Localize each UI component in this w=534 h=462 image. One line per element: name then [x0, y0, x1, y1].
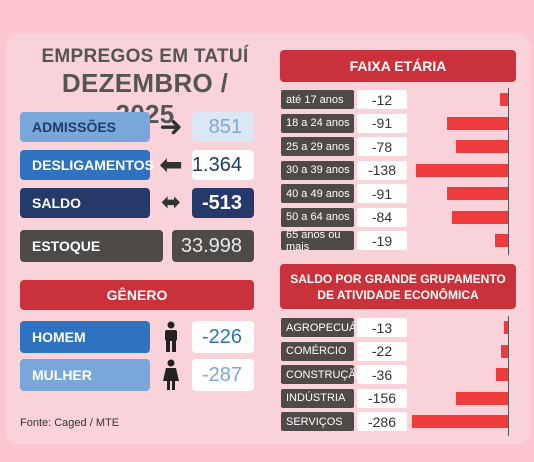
faixa-row-value: -91: [357, 113, 407, 133]
setor-row-bar: [503, 321, 508, 334]
setor-header-line1: SALDO POR GRANDE GRUPAMENTO: [290, 271, 506, 286]
faixa-row-bar: [447, 187, 508, 200]
faixa-row-value: -19: [357, 231, 407, 250]
mulher-value: -287: [192, 359, 254, 391]
faixa-row-bar: [456, 140, 508, 153]
source-note: Fonte: Caged / MTE: [20, 417, 120, 429]
faixa-row-bar: [495, 234, 508, 247]
desligamentos-label: DESLIGAMENTOS: [20, 150, 154, 180]
faixa-row-label: até 17 anos: [281, 90, 354, 109]
faixa-row-label: 40 a 49 anos: [281, 184, 354, 203]
setor-row-bar: [412, 415, 508, 428]
faixa-row-label: 50 a 64 anos: [281, 207, 354, 227]
setor-row-label: AGROPECUÁRIA: [281, 318, 375, 337]
homem-value: -226: [192, 321, 254, 353]
setor-header-line2: DE ATIVIDADE ECONÔMICA: [317, 287, 479, 302]
faixa-row-label: 65 anos ou mais: [281, 229, 354, 253]
page-period: DEZEMBRO / 2025: [61, 68, 229, 129]
homem-label: HOMEM: [20, 321, 150, 353]
setor-row-value: -36: [357, 365, 407, 384]
setor-row-value: -22: [357, 341, 407, 361]
arrow-right-icon: ➜: [159, 111, 183, 142]
arrow-left-icon: ⬅: [159, 149, 183, 180]
male-icon: [160, 321, 182, 353]
faixa-row-bar: [447, 116, 508, 130]
faixa-row-axis: [508, 88, 509, 255]
faixa-etaria-header: FAIXA ETÁRIA: [280, 50, 516, 82]
setor-row-label: CONSTRUÇÃO: [281, 365, 364, 384]
setor-row-value: -286: [357, 412, 407, 431]
faixa-row-value: -12: [357, 90, 407, 109]
setor-row-value: -156: [357, 388, 407, 408]
faixa-row-bar: [500, 93, 508, 106]
setor-row-bar: [495, 368, 508, 381]
setor-row-bar: [500, 344, 508, 358]
faixa-row-value: -84: [357, 207, 407, 227]
faixa-row-value: -78: [357, 137, 407, 156]
genero-header: GÊNERO: [20, 280, 254, 310]
faixa-row-bar: [452, 210, 508, 224]
setor-row-label: INDÚSTRIA: [281, 388, 354, 408]
saldo-label: SALDO: [20, 188, 150, 218]
setor-row-label: COMÉRCIO: [281, 341, 354, 361]
admissoes-value: 851: [192, 112, 254, 142]
faixa-row-value: -91: [357, 184, 407, 203]
faixa-row-label: 18 a 24 anos: [281, 113, 354, 133]
mulher-label: MULHER: [20, 359, 150, 391]
setor-row-value: -13: [357, 318, 407, 337]
page-title: EMPREGOS EM TATUÍ: [41, 46, 249, 67]
female-icon: [160, 359, 182, 391]
saldo-value: -513: [192, 188, 254, 218]
setor-row-bar: [455, 391, 508, 405]
setor-header: SALDO POR GRANDE GRUPAMENTO DE ATIVIDADE…: [280, 264, 516, 309]
faixa-row-label: 30 a 39 anos: [281, 160, 354, 180]
estoque-value: 33.998: [172, 230, 254, 262]
faixa-row-label: 25 a 29 anos: [281, 137, 354, 156]
desligamentos-value: 1.364: [192, 150, 254, 180]
setor-row-label: SERVIÇOS: [281, 412, 354, 431]
faixa-row-bar: [416, 163, 508, 177]
estoque-label: ESTOQUE: [20, 230, 163, 262]
faixa-row-value: -138: [357, 160, 407, 180]
admissoes-label: ADMISSÕES: [20, 112, 150, 142]
double-arrow-icon: ⬌: [160, 189, 182, 216]
setor-row-axis: [508, 316, 509, 436]
